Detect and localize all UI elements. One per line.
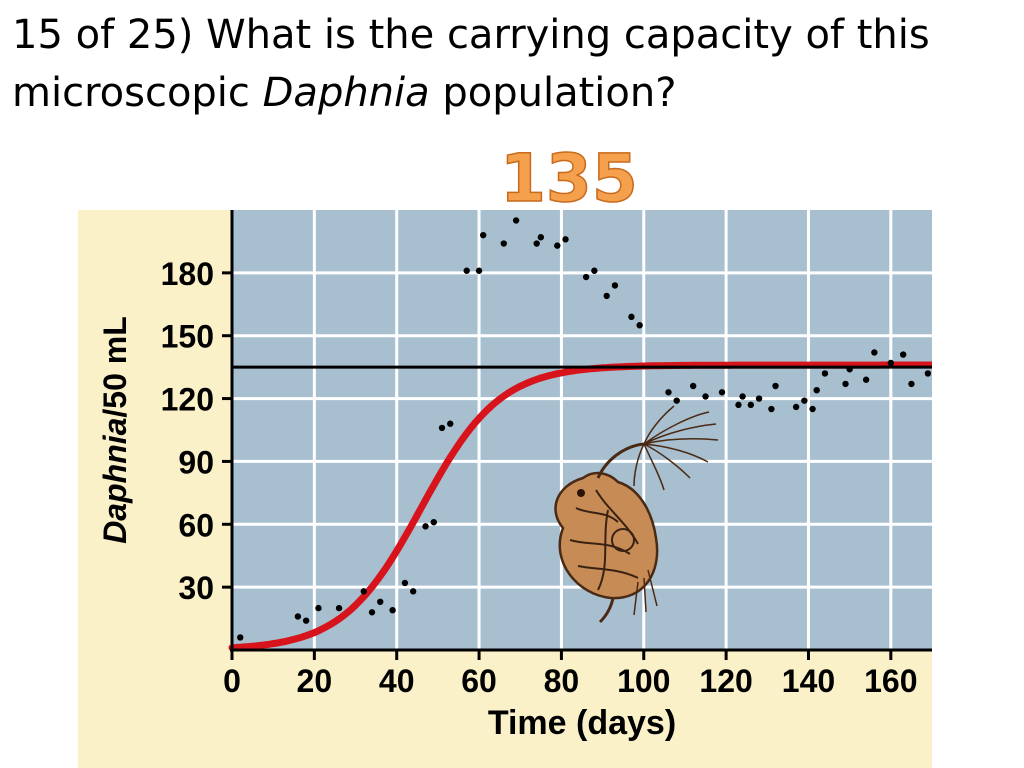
- question-prefix: 15 of 25) What is the carrying capacity …: [12, 12, 930, 116]
- y-tick-label: 90: [178, 444, 214, 480]
- data-point: [512, 217, 520, 224]
- data-point: [237, 634, 244, 641]
- data-point: [582, 273, 590, 281]
- x-tick-label: 100: [617, 663, 670, 699]
- data-point: [739, 393, 746, 400]
- x-tick-label: 160: [864, 663, 917, 699]
- data-point: [315, 604, 322, 612]
- y-axis-label-italic: Daphnia: [97, 418, 133, 544]
- data-point: [533, 240, 540, 247]
- logistic-curve-path: [228, 361, 932, 652]
- question-italic: Daphnia: [262, 70, 430, 116]
- y-tick-label: 30: [178, 570, 214, 606]
- data-point: [821, 370, 829, 377]
- data-point: [611, 282, 619, 289]
- x-tick-label: 40: [379, 663, 415, 699]
- data-point: [603, 292, 610, 300]
- data-points: [237, 217, 932, 641]
- data-point: [401, 579, 409, 587]
- data-point: [871, 349, 878, 356]
- y-tick-label: 120: [161, 382, 214, 418]
- data-point: [360, 588, 367, 595]
- y-tick-label: 150: [161, 319, 214, 355]
- data-point: [665, 389, 672, 396]
- x-tick-label: 80: [544, 663, 580, 699]
- data-point: [747, 401, 755, 409]
- data-point: [735, 401, 742, 409]
- y-tick-label: 60: [178, 507, 214, 543]
- data-point: [768, 405, 775, 413]
- data-point: [842, 380, 849, 388]
- data-point: [689, 382, 697, 390]
- x-tick-label: 140: [782, 663, 835, 699]
- data-point: [475, 267, 483, 274]
- data-point: [447, 420, 454, 427]
- data-point: [409, 588, 417, 595]
- question-suffix: population?: [429, 70, 677, 116]
- data-point: [924, 370, 932, 377]
- data-point: [846, 366, 853, 373]
- data-point: [368, 609, 376, 616]
- grid-lines: [232, 210, 932, 650]
- data-point: [813, 386, 820, 394]
- data-point: [899, 351, 907, 358]
- data-point: [702, 393, 709, 400]
- population-chart: 30 60 90 120 150 180 0 20 40 60 80 100 120 140 160 Tim…: [78, 210, 932, 768]
- data-point: [463, 267, 470, 274]
- data-point: [302, 617, 310, 624]
- x-tick-label: 120: [699, 663, 752, 699]
- data-point: [673, 397, 680, 404]
- data-point: [636, 322, 643, 329]
- data-point: [772, 382, 779, 390]
- data-point: [479, 231, 487, 239]
- data-point: [422, 523, 429, 530]
- logistic-curve: [228, 361, 932, 652]
- x-tick-label: 60: [461, 663, 497, 699]
- data-point: [294, 613, 302, 620]
- data-point: [562, 236, 569, 243]
- answer-value: 135: [499, 139, 638, 218]
- data-point: [801, 397, 808, 404]
- data-point: [500, 240, 507, 247]
- tick-labels: 30 60 90 120 150 180 0 20 40 60 80 100 120 140 160: [161, 256, 918, 699]
- data-point: [718, 389, 726, 396]
- data-point: [430, 518, 437, 526]
- data-point: [809, 405, 816, 413]
- data-point: [628, 313, 635, 321]
- data-point: [908, 380, 915, 388]
- daphnia-icon: [554, 405, 719, 624]
- data-point: [887, 359, 895, 367]
- y-axis-label: Daphnia/50 mL: [97, 316, 133, 544]
- question-title: 15 of 25) What is the carrying capacity …: [12, 6, 1012, 122]
- x-tick-label: 0: [223, 663, 241, 699]
- x-tick-label: 20: [297, 663, 333, 699]
- data-point: [537, 234, 545, 241]
- data-point: [755, 395, 763, 402]
- y-axis-label-unit: /50 mL: [97, 316, 133, 417]
- axes: [222, 210, 932, 660]
- x-axis-label: Time (days): [488, 704, 676, 742]
- data-point: [862, 376, 870, 383]
- data-point: [591, 267, 598, 274]
- data-point: [389, 606, 396, 614]
- data-point: [377, 598, 384, 606]
- data-point: [792, 403, 800, 411]
- y-tick-label: 180: [161, 256, 214, 292]
- data-point: [438, 424, 446, 432]
- data-point: [554, 242, 561, 249]
- data-point: [335, 604, 343, 612]
